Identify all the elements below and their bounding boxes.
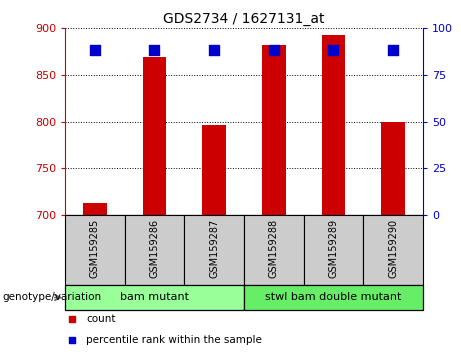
Point xyxy=(211,47,218,53)
Bar xyxy=(142,57,166,215)
Text: GSM159288: GSM159288 xyxy=(269,218,279,278)
Bar xyxy=(65,285,244,310)
Text: GSM159286: GSM159286 xyxy=(149,218,160,278)
Title: GDS2734 / 1627131_at: GDS2734 / 1627131_at xyxy=(163,12,325,25)
Bar xyxy=(65,215,124,285)
Point xyxy=(69,338,76,343)
Bar xyxy=(244,215,304,285)
Text: stwl bam double mutant: stwl bam double mutant xyxy=(266,292,402,303)
Text: count: count xyxy=(87,314,116,324)
Text: bam mutant: bam mutant xyxy=(120,292,189,303)
Bar xyxy=(184,215,244,285)
Text: genotype/variation: genotype/variation xyxy=(2,292,101,303)
Bar xyxy=(244,285,423,310)
Text: GSM159290: GSM159290 xyxy=(388,218,398,278)
Point xyxy=(151,47,158,53)
Bar xyxy=(202,125,226,215)
Bar xyxy=(322,35,345,215)
Point xyxy=(390,47,397,53)
Bar xyxy=(304,215,363,285)
Bar xyxy=(363,215,423,285)
Bar xyxy=(124,215,184,285)
Text: GSM159287: GSM159287 xyxy=(209,218,219,278)
Point xyxy=(270,47,278,53)
Point xyxy=(330,47,337,53)
Bar xyxy=(262,45,286,215)
Text: GSM159285: GSM159285 xyxy=(90,218,100,278)
Point xyxy=(91,47,99,53)
Text: GSM159289: GSM159289 xyxy=(329,218,338,278)
Bar xyxy=(381,122,405,215)
Bar xyxy=(83,203,107,215)
Point xyxy=(69,316,76,322)
Text: percentile rank within the sample: percentile rank within the sample xyxy=(87,335,262,346)
